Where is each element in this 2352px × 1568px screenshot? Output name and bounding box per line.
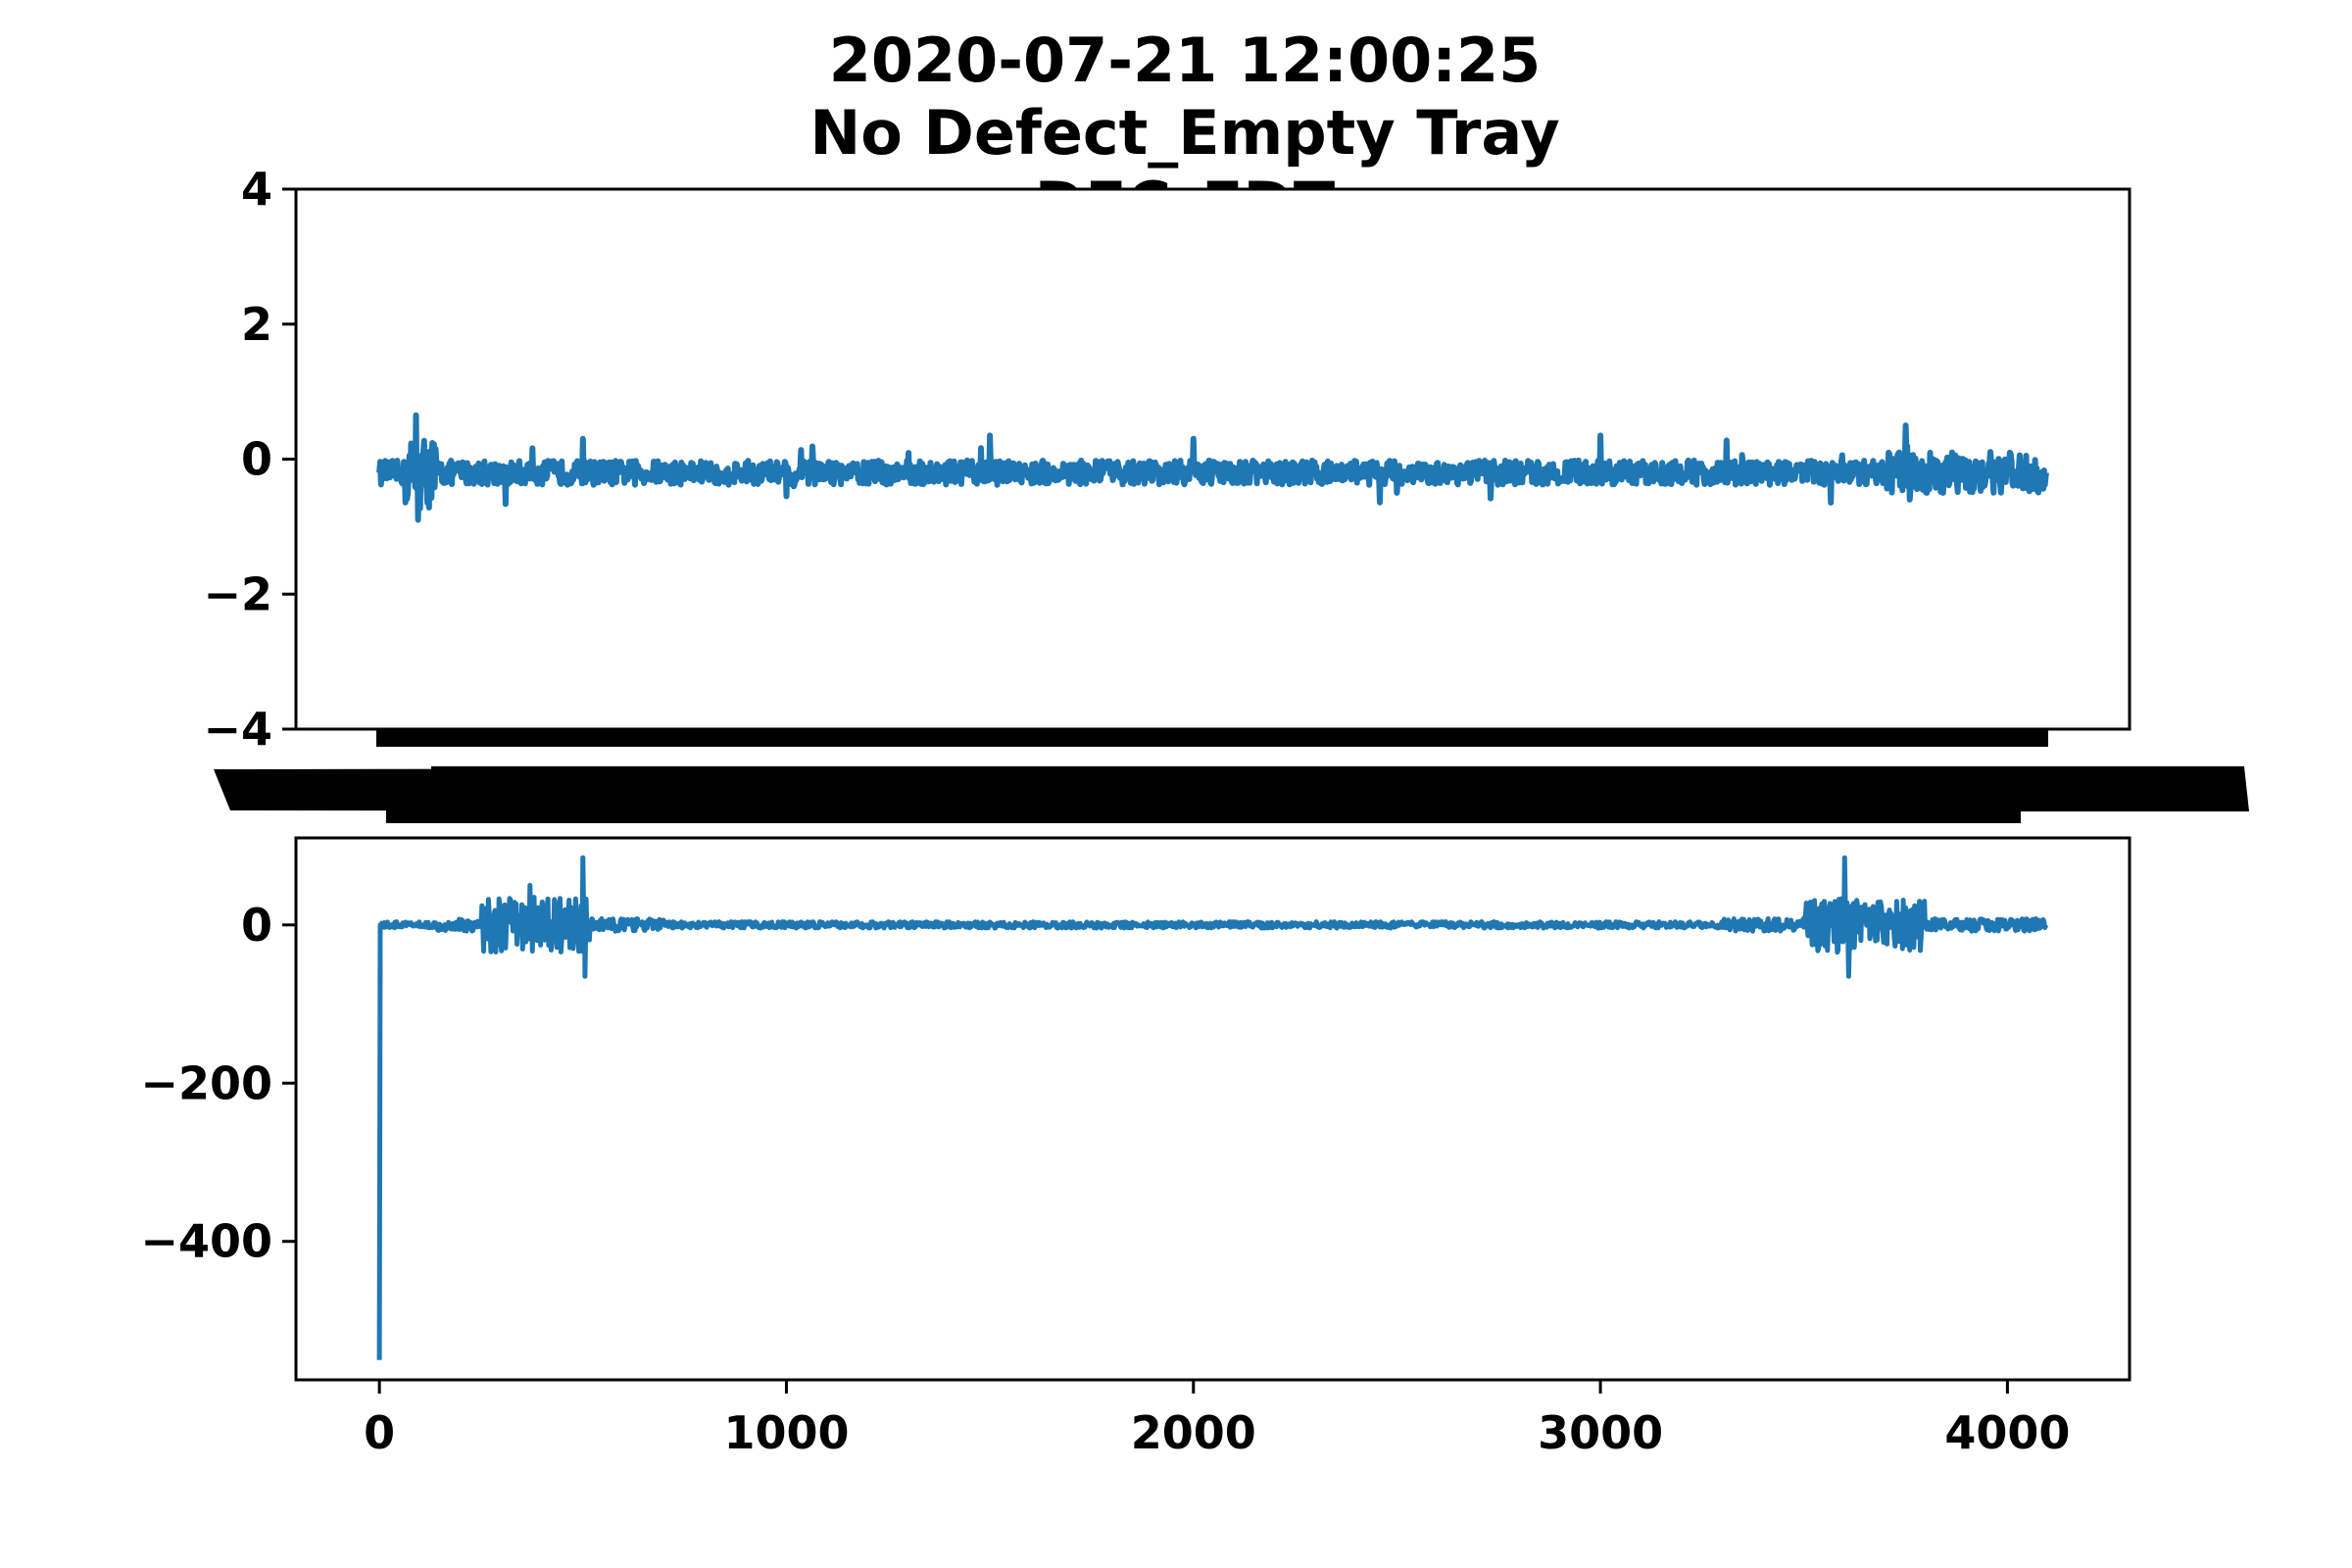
y-tick-label: 0 — [241, 899, 272, 952]
top-panel: −4 −2 0 2 4 — [203, 163, 2132, 756]
y-tick-label: −200 — [140, 1056, 272, 1109]
y-tick-label: 4 — [241, 163, 272, 216]
y-tick-label: 2 — [241, 298, 272, 351]
y-tick-label: 0 — [241, 433, 272, 486]
y-tick-label: −4 — [203, 703, 272, 756]
x-tick-label: 2000 — [1131, 1406, 1256, 1459]
chart-title-line-2: No Defect_Empty Tray — [809, 97, 1560, 169]
y-tick-label: −2 — [203, 567, 272, 620]
x-tick-label: 3000 — [1538, 1406, 1663, 1459]
top-y-axis: −4 −2 0 2 4 — [203, 163, 296, 756]
x-tick-label: 1000 — [723, 1406, 849, 1459]
overlap-band-top — [376, 730, 2048, 747]
overlapping-tick-labels — [214, 730, 2249, 823]
x-tick-label: 0 — [364, 1406, 395, 1459]
chart-title-line-1: 2020-07-21 12:00:25 — [828, 24, 1542, 96]
top-series-line — [376, 412, 2049, 523]
overlap-band-bottom — [386, 802, 2021, 823]
bottom-x-axis: 0 1000 2000 3000 4000 — [364, 1380, 2070, 1459]
bottom-y-axis: −400 −200 0 — [140, 899, 296, 1268]
bottom-panel: −400 −200 0 0 1000 2000 3000 4000 — [140, 836, 2132, 1459]
bottom-series-line — [376, 855, 2049, 1360]
x-tick-label: 4000 — [1944, 1406, 2070, 1459]
top-plot-area — [294, 187, 2132, 731]
y-tick-label: −400 — [140, 1215, 272, 1268]
